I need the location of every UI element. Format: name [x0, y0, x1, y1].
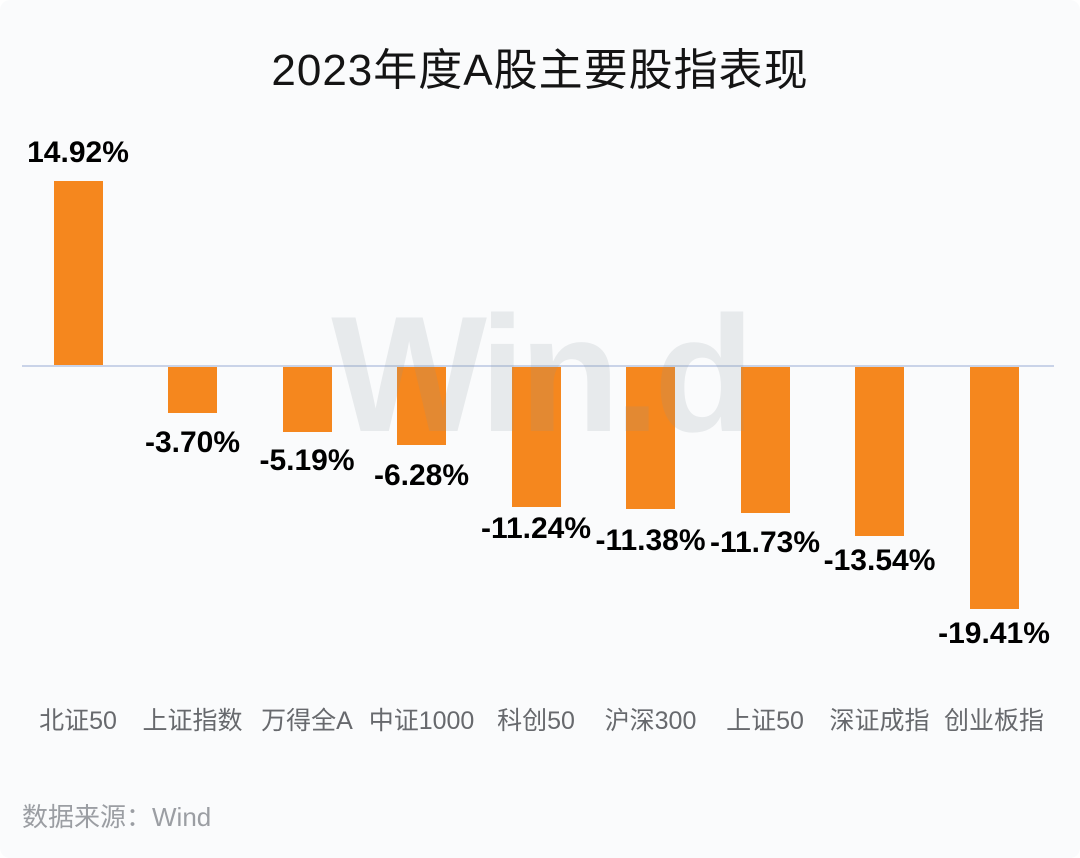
bar-value-label: -11.38% [595, 523, 706, 557]
bar-value-label: -5.19% [259, 443, 355, 477]
bar [511, 367, 561, 508]
x-axis-label: 上证50 [726, 707, 804, 735]
bar-value-label: -6.28% [373, 459, 470, 493]
data-source: 数据来源：Wind [22, 802, 212, 832]
bar [282, 367, 332, 432]
bar-value-label: 14.92% [27, 135, 129, 169]
bar [53, 180, 103, 367]
x-axis-label: 创业板指 [943, 707, 1045, 735]
bar [397, 367, 446, 446]
x-axis-label: 上证指数 [142, 707, 243, 735]
zero-axis-line [22, 365, 1054, 367]
bar [740, 367, 790, 514]
chart-title: 2023年度A股主要股指表现 [271, 46, 809, 95]
bar-value-label: -3.70% [144, 426, 241, 460]
bar [626, 367, 675, 509]
x-axis-label: 万得全A [261, 707, 353, 735]
x-axis-label: 北证50 [39, 707, 117, 735]
x-axis-label: 中证1000 [368, 707, 475, 735]
bar [855, 367, 904, 536]
bar-value-label: -11.73% [709, 526, 821, 560]
bar-value-label: -19.41% [938, 617, 1050, 651]
bar-value-label: -13.54% [823, 543, 936, 577]
x-axis-label: 深证成指 [829, 707, 930, 735]
x-axis-label: 科创50 [497, 707, 575, 735]
x-axis-label: 沪深300 [604, 707, 697, 735]
bar [969, 367, 1019, 610]
bar [168, 367, 217, 414]
bar-value-label: -11.24% [480, 512, 592, 546]
